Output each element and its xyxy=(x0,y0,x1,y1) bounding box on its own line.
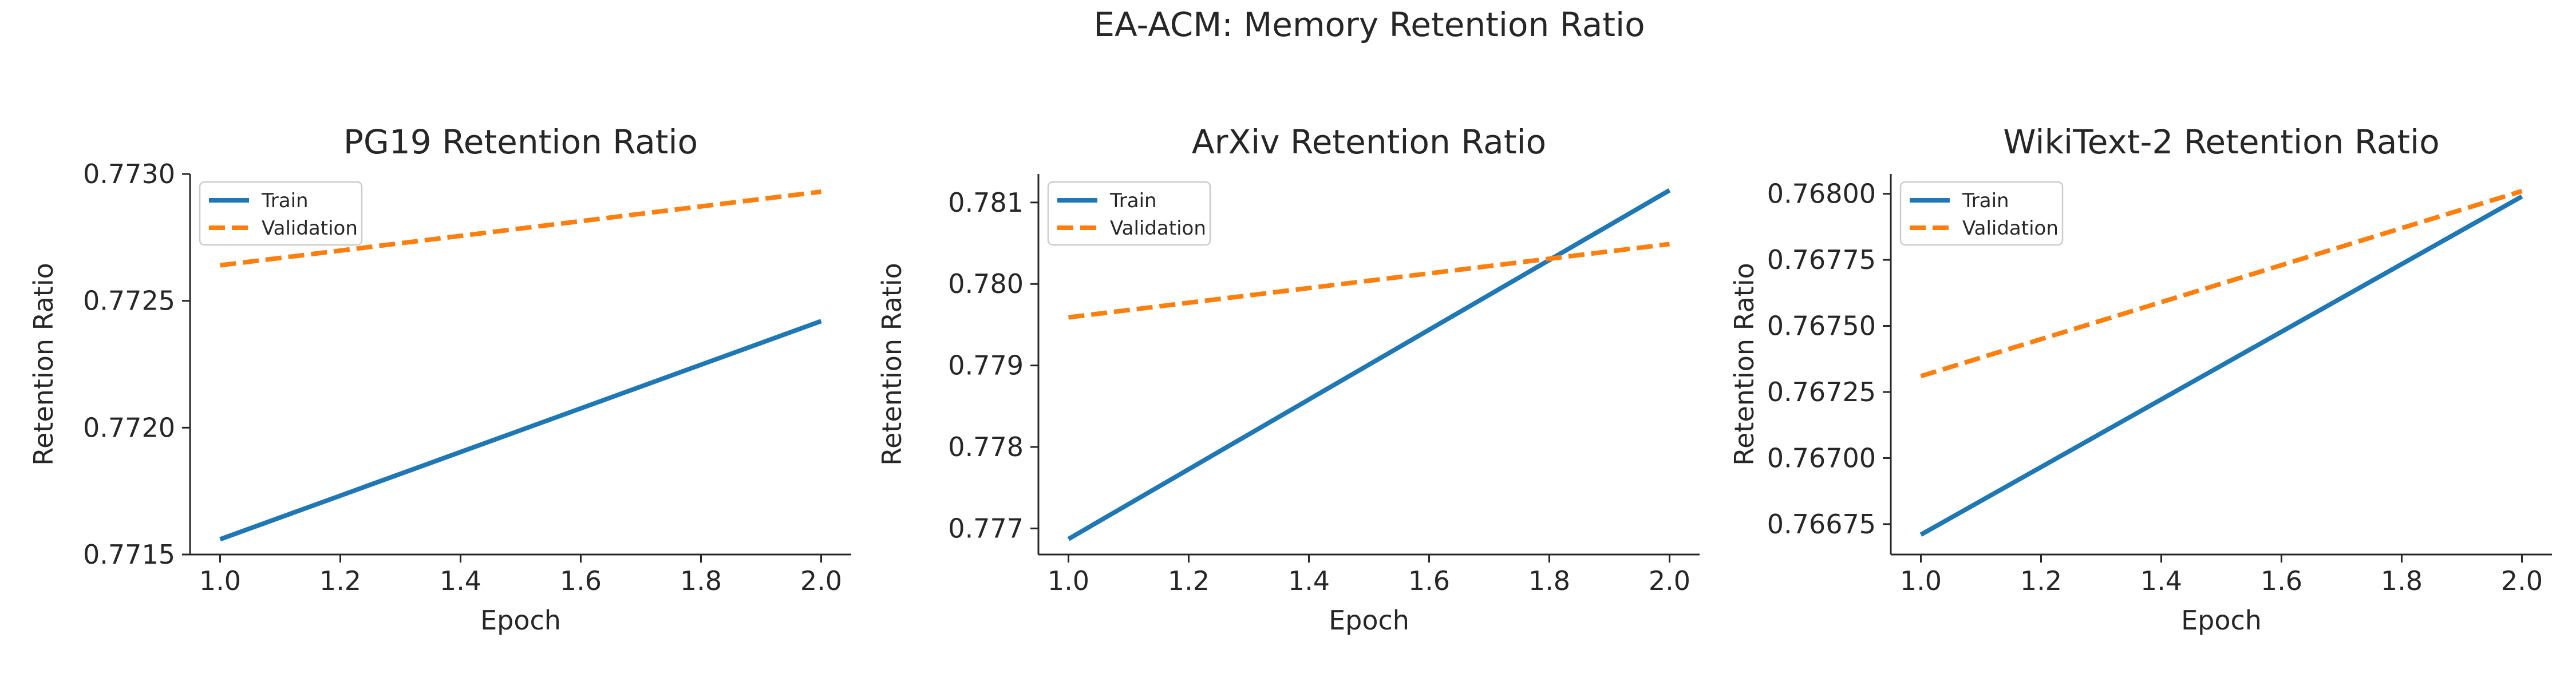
y-tick-label-wikitext2: 0.76775 xyxy=(1767,244,1876,275)
legend-arxiv: Train Validation xyxy=(1047,181,1211,246)
y-tick-label-arxiv: 0.780 xyxy=(948,268,1024,299)
y-tick-label-pg19: 0.7720 xyxy=(83,412,175,443)
y-tick-label-wikitext2: 0.76700 xyxy=(1767,442,1876,473)
chart-title-wikitext2: WikiText-2 Retention Ratio xyxy=(2003,122,2439,161)
y-tick-label-wikitext2: 0.76675 xyxy=(1767,509,1876,540)
x-axis-label-pg19: Epoch xyxy=(480,605,561,636)
legend-label-train-pg19: Train xyxy=(261,189,309,212)
chart-panel-arxiv: ArXiv Retention Ratio 1.0 1.2 1.4 1.6 1.8 2.0 0… xyxy=(876,122,1700,636)
legend-label-validation-arxiv: Validation xyxy=(1110,217,1206,240)
x-tick-label-arxiv: 1.4 xyxy=(1288,565,1330,596)
x-tick-label-wikitext2: 1.4 xyxy=(2140,565,2182,596)
x-tick-label-arxiv: 2.0 xyxy=(1649,565,1690,596)
x-tick-label-wikitext2: 1.8 xyxy=(2381,565,2423,596)
x-tick-label-wikitext2: 2.0 xyxy=(2501,565,2543,596)
y-tick-label-pg19: 0.7725 xyxy=(83,286,175,316)
chart-title-arxiv: ArXiv Retention Ratio xyxy=(1192,122,1546,161)
x-tick-label-pg19: 1.0 xyxy=(199,565,241,596)
y-tick-label-arxiv: 0.777 xyxy=(948,513,1024,544)
y-axis-label-wikitext2: Retention Ratio xyxy=(1729,263,1760,466)
series-line-train-pg19 xyxy=(219,319,822,542)
x-tick-label-wikitext2: 1.6 xyxy=(2261,565,2302,596)
x-tick-label-pg19: 1.6 xyxy=(560,565,602,596)
series-line-train-wikitext2 xyxy=(1919,194,2523,537)
series-line-validation-arxiv xyxy=(1068,241,1670,320)
x-tick-label-pg19: 1.2 xyxy=(319,565,361,596)
series-line-validation-wikitext2 xyxy=(1920,189,2523,379)
chart-panels: PG19 Retention Ratio 1.0 1.2 1.4 1.6 1.8 2.0 0.… xyxy=(28,122,2552,636)
series-line-train-arxiv xyxy=(1067,188,1671,541)
legend-label-validation-pg19: Validation xyxy=(262,217,358,240)
y-tick-label-arxiv: 0.778 xyxy=(948,431,1024,462)
series-line-validation-pg19 xyxy=(220,189,821,268)
chart-panel-wikitext2: WikiText-2 Retention Ratio 1.0 1.2 1.4 1.6 1.… xyxy=(1729,122,2552,636)
y-axis-label-pg19: Retention Ratio xyxy=(28,263,59,466)
x-tick-label-pg19: 1.4 xyxy=(440,565,481,596)
x-tick-label-wikitext2: 1.0 xyxy=(1900,565,1942,596)
chart-title-pg19: PG19 Retention Ratio xyxy=(343,122,698,161)
x-tick-label-pg19: 1.8 xyxy=(680,565,722,596)
legend-label-train-arxiv: Train xyxy=(1109,189,1157,212)
x-axis-label-arxiv: Epoch xyxy=(1329,605,1409,636)
x-axis-label-wikitext2: Epoch xyxy=(2181,605,2262,636)
x-tick-label-wikitext2: 1.2 xyxy=(2020,565,2062,596)
x-tick-label-arxiv: 1.8 xyxy=(1528,565,1570,596)
y-tick-label-arxiv: 0.779 xyxy=(948,350,1024,381)
y-tick-label-wikitext2: 0.76725 xyxy=(1767,377,1876,407)
x-tick-label-arxiv: 1.0 xyxy=(1048,565,1089,596)
y-axis-label-arxiv: Retention Ratio xyxy=(876,263,907,466)
legend-pg19: Train Validation xyxy=(199,181,363,246)
x-tick-label-pg19: 2.0 xyxy=(800,565,842,596)
y-tick-label-wikitext2: 0.76750 xyxy=(1767,311,1876,342)
y-tick-label-wikitext2: 0.76800 xyxy=(1767,179,1876,209)
x-tick-label-arxiv: 1.2 xyxy=(1168,565,1210,596)
figure-suptitle: EA-ACM: Memory Retention Ratio xyxy=(1093,5,1645,44)
legend-label-validation-wikitext2: Validation xyxy=(1962,217,2059,240)
legend-label-train-wikitext2: Train xyxy=(1962,189,2009,212)
y-tick-label-pg19: 0.7730 xyxy=(83,159,175,189)
x-tick-label-arxiv: 1.6 xyxy=(1408,565,1450,596)
y-tick-label-arxiv: 0.781 xyxy=(948,187,1024,218)
chart-panel-pg19: PG19 Retention Ratio 1.0 1.2 1.4 1.6 1.8 2.0 0.… xyxy=(28,122,851,636)
legend-wikitext2: Train Validation xyxy=(1899,181,2064,246)
y-tick-label-pg19: 0.7715 xyxy=(83,539,175,570)
